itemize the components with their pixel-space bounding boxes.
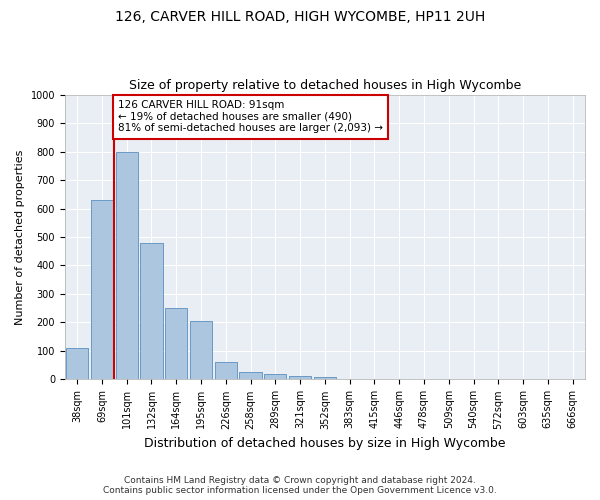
Bar (66, 348, 88, 380)
Bar (190, 321, 212, 380)
Text: Contains HM Land Registry data © Crown copyright and database right 2024.
Contai: Contains HM Land Registry data © Crown c… (103, 476, 497, 495)
Bar (116, 152, 138, 380)
Bar (314, 376, 336, 380)
Bar (289, 376, 311, 380)
Bar (239, 372, 262, 380)
X-axis label: Distribution of detached houses by size in High Wycombe: Distribution of detached houses by size … (144, 437, 506, 450)
Y-axis label: Number of detached properties: Number of detached properties (15, 150, 25, 324)
Bar (215, 362, 237, 380)
Bar (91, 200, 113, 380)
Bar (165, 308, 187, 380)
Title: Size of property relative to detached houses in High Wycombe: Size of property relative to detached ho… (129, 79, 521, 92)
Text: 126 CARVER HILL ROAD: 91sqm
← 19% of detached houses are smaller (490)
81% of se: 126 CARVER HILL ROAD: 91sqm ← 19% of det… (118, 100, 383, 134)
Text: 126, CARVER HILL ROAD, HIGH WYCOMBE, HP11 2UH: 126, CARVER HILL ROAD, HIGH WYCOMBE, HP1… (115, 10, 485, 24)
Bar (264, 374, 286, 380)
Bar (140, 242, 163, 380)
